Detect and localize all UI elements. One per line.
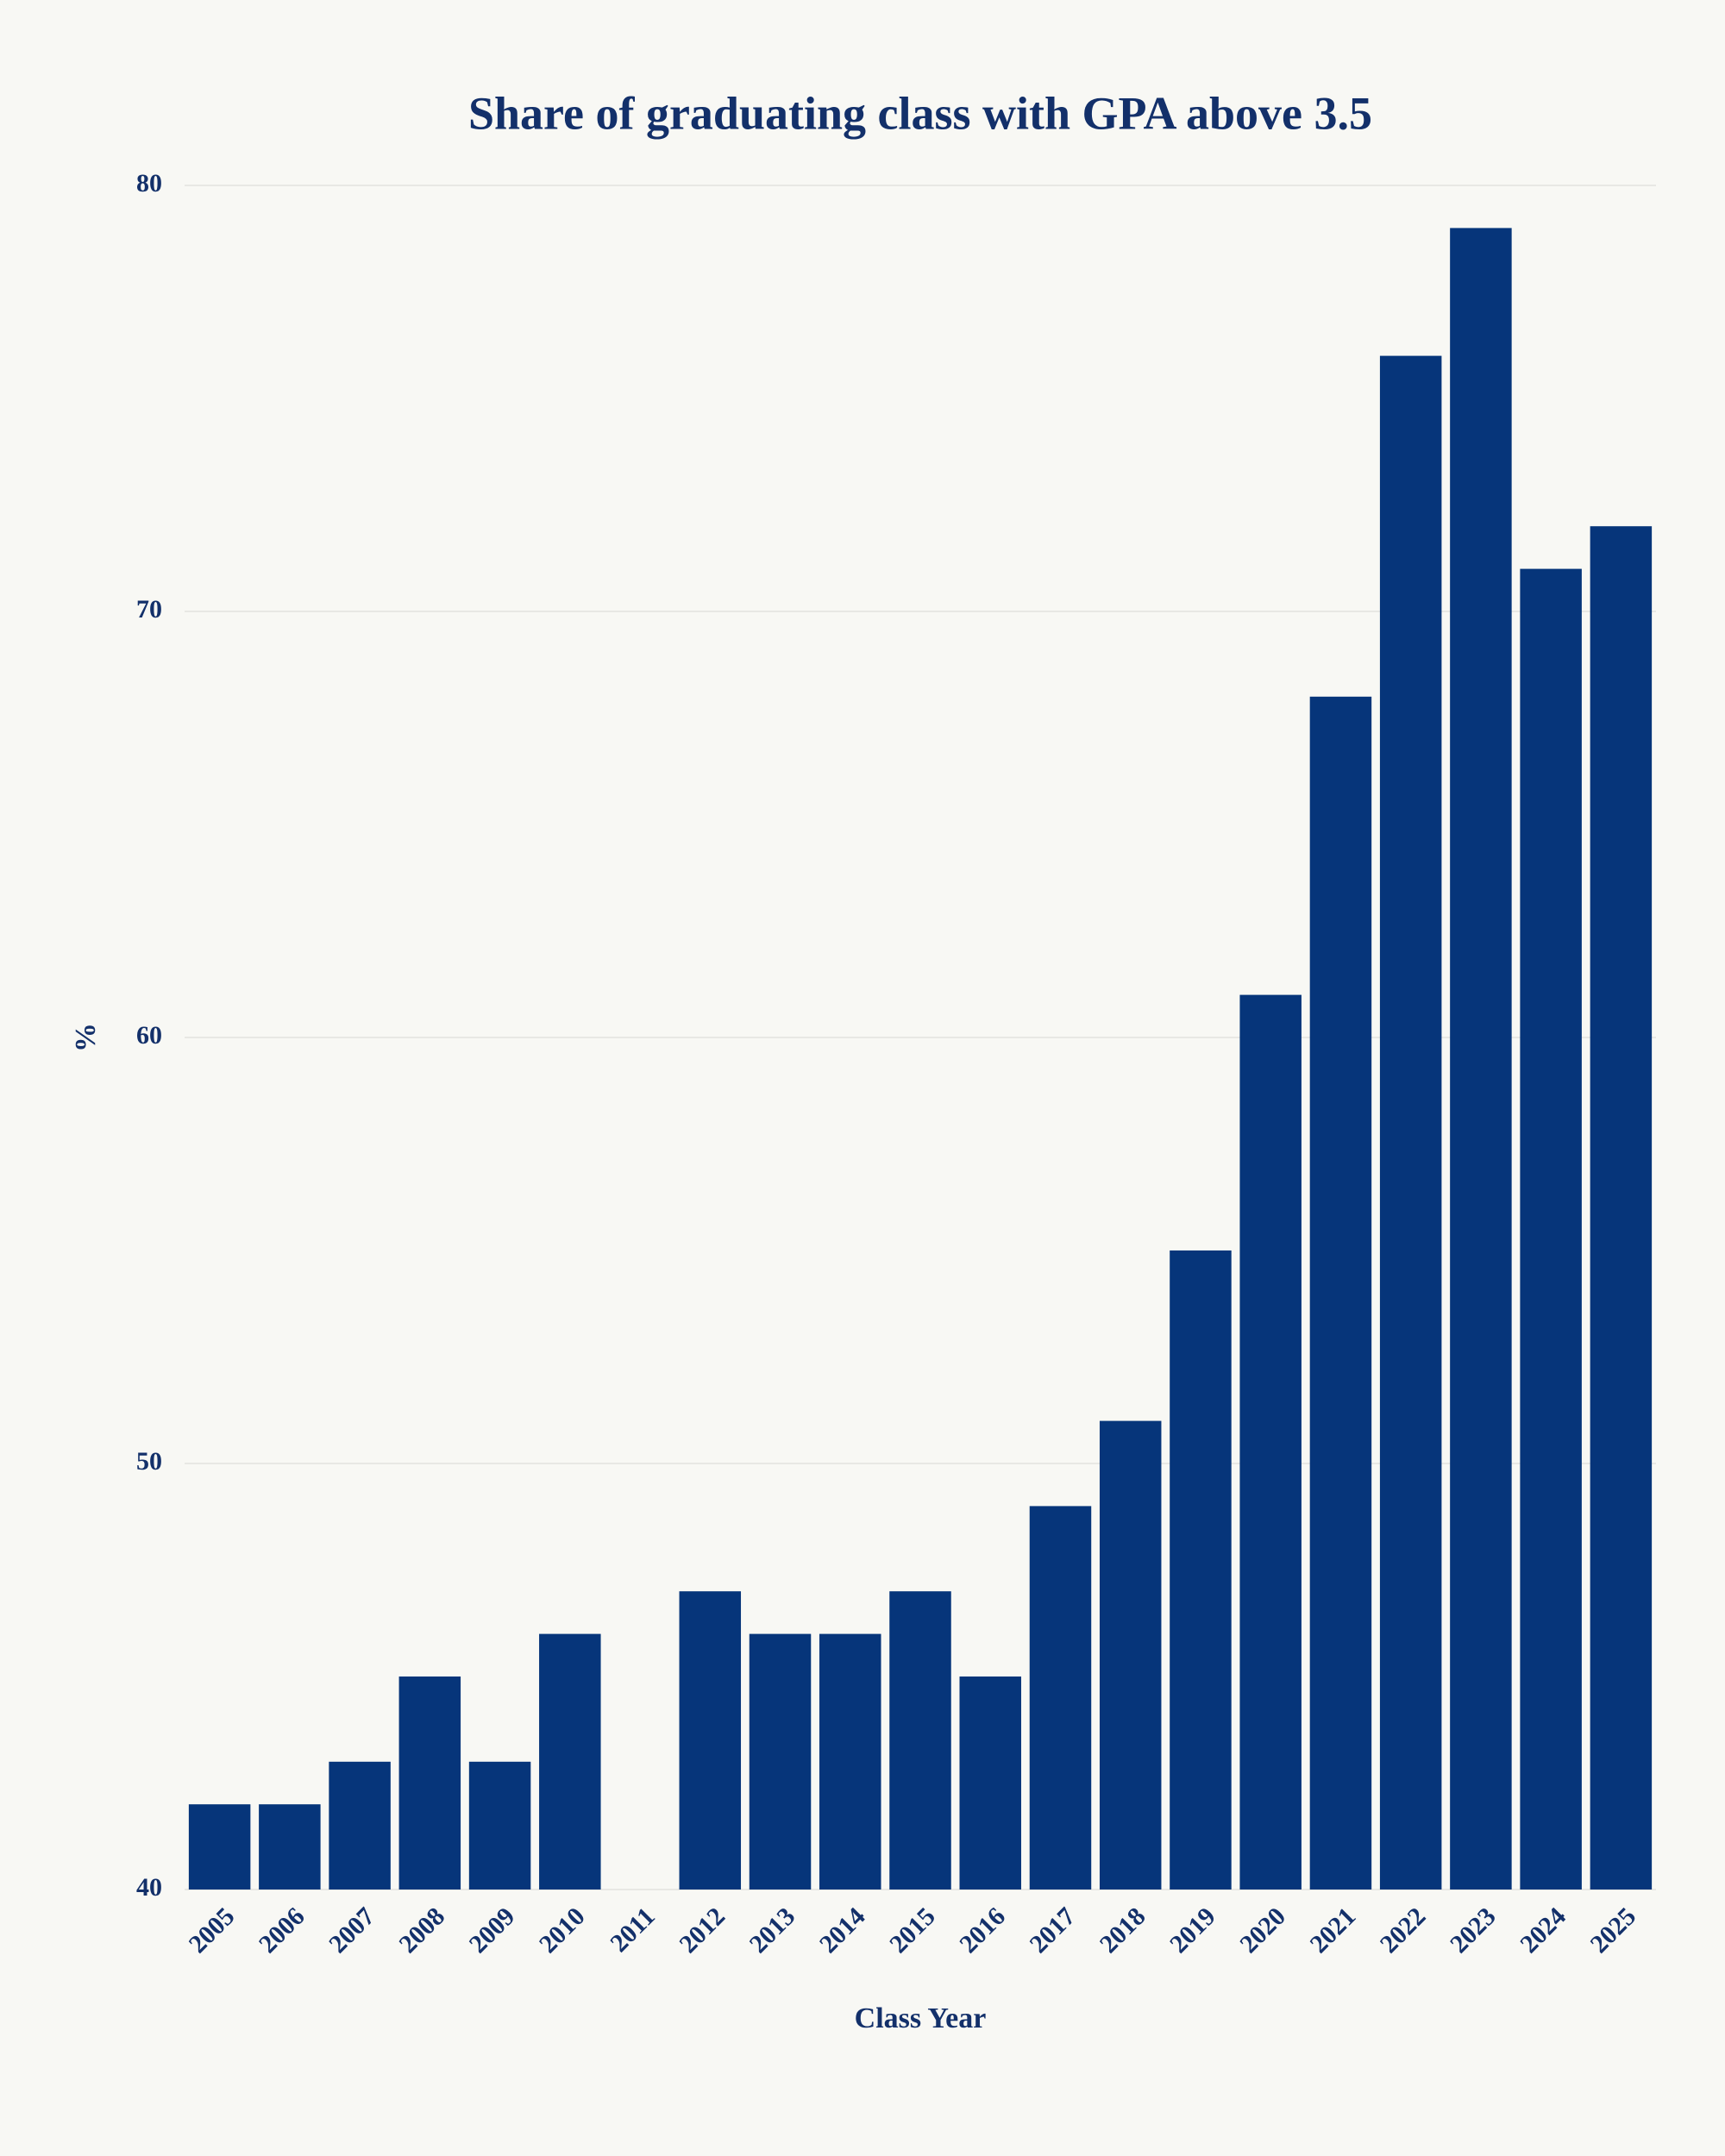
bar (398, 1677, 461, 1890)
bar (259, 1804, 321, 1890)
bar (188, 1804, 251, 1890)
bar (329, 1761, 391, 1890)
chart-title: Share of graduating class with GPA above… (468, 87, 1372, 139)
y-tick-label: 80 (136, 169, 162, 197)
bar (468, 1761, 531, 1890)
bar (1170, 1250, 1232, 1890)
bar (1309, 696, 1372, 1890)
y-axis-label: % (70, 1023, 102, 1052)
bar (819, 1633, 881, 1890)
bar (889, 1591, 951, 1890)
y-tick-label: 40 (136, 1873, 162, 1902)
bar (1099, 1420, 1162, 1890)
y-tick-label: 50 (136, 1447, 162, 1476)
bar (1379, 355, 1442, 1890)
bar (1029, 1506, 1092, 1890)
bar (1520, 568, 1582, 1890)
y-tick-label: 70 (136, 595, 162, 624)
bar (1590, 526, 1653, 1890)
y-tick-label: 60 (136, 1021, 162, 1050)
x-axis-label: Class Year (855, 2002, 987, 2034)
bar (1239, 994, 1302, 1890)
bar (679, 1591, 742, 1890)
bar (1450, 228, 1512, 1890)
bar (539, 1633, 601, 1890)
bar (749, 1633, 812, 1890)
bar (959, 1677, 1021, 1890)
